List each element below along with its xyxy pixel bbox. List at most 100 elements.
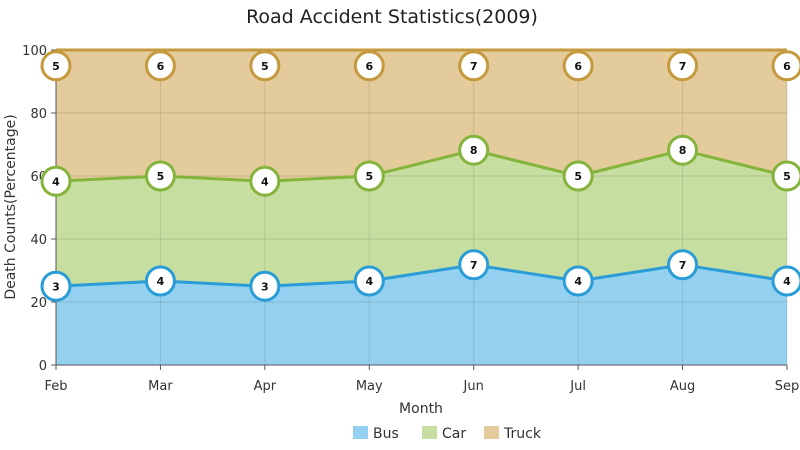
x-tick-label: Sep bbox=[775, 379, 800, 394]
data-label-marker bbox=[771, 160, 800, 192]
data-label-marker bbox=[144, 160, 176, 192]
data-label-marker bbox=[458, 249, 490, 281]
y-axis-title: Death Counts(Percentage) bbox=[3, 114, 19, 299]
legend-swatch bbox=[422, 426, 437, 439]
data-label-car: 4 bbox=[249, 165, 281, 197]
legend-swatch bbox=[484, 426, 499, 439]
data-label-value: 3 bbox=[261, 280, 269, 293]
line-car bbox=[55, 148, 788, 183]
y-tick-label: 0 bbox=[39, 359, 47, 374]
line-bus bbox=[55, 263, 788, 288]
data-label-truck: 6 bbox=[771, 50, 800, 82]
data-label-value: 6 bbox=[574, 60, 582, 73]
data-label-marker bbox=[458, 50, 490, 82]
y-tick-label: 80 bbox=[30, 107, 47, 122]
data-label-value: 5 bbox=[52, 60, 60, 73]
area-truck bbox=[56, 50, 787, 182]
data-label-car: 4 bbox=[40, 165, 72, 197]
data-label-marker bbox=[771, 50, 800, 82]
legend-item-bus: Bus bbox=[353, 426, 399, 442]
data-label-truck: 5 bbox=[40, 50, 72, 82]
data-label-bus: 3 bbox=[249, 270, 281, 302]
data-label-car: 5 bbox=[771, 160, 800, 192]
data-label-car: 5 bbox=[562, 160, 594, 192]
data-label-value: 6 bbox=[783, 60, 791, 73]
data-label-marker bbox=[40, 165, 72, 197]
x-tick-label: Jul bbox=[569, 379, 586, 394]
data-label-marker bbox=[144, 265, 176, 297]
data-label-bus: 7 bbox=[458, 249, 490, 281]
data-label-value: 4 bbox=[574, 275, 582, 288]
data-label-marker bbox=[144, 50, 176, 82]
data-label-value: 4 bbox=[157, 275, 165, 288]
data-label-marker bbox=[667, 50, 699, 82]
data-label-truck: 7 bbox=[458, 50, 490, 82]
x-tick-label: Aug bbox=[670, 379, 695, 394]
data-label-value: 5 bbox=[261, 60, 269, 73]
data-label-bus: 3 bbox=[40, 270, 72, 302]
data-label-car: 8 bbox=[667, 134, 699, 166]
data-label-value: 5 bbox=[157, 170, 165, 183]
data-label-truck: 7 bbox=[667, 50, 699, 82]
data-label-value: 6 bbox=[157, 60, 165, 73]
data-label-bus: 7 bbox=[667, 249, 699, 281]
data-label-value: 7 bbox=[470, 60, 478, 73]
x-tick-label: Mar bbox=[148, 379, 173, 394]
y-tick-label: 40 bbox=[30, 233, 47, 248]
data-label-value: 4 bbox=[52, 175, 60, 188]
data-label-marker bbox=[562, 160, 594, 192]
area-car bbox=[56, 150, 787, 287]
legend-swatch bbox=[353, 426, 368, 439]
data-label-marker bbox=[249, 270, 281, 302]
y-tick-label: 100 bbox=[22, 44, 47, 59]
data-label-value: 5 bbox=[783, 170, 791, 183]
data-label-truck: 6 bbox=[144, 50, 176, 82]
x-tick-label: Jun bbox=[463, 379, 484, 394]
data-label-marker bbox=[771, 265, 800, 297]
data-label-marker bbox=[458, 134, 490, 166]
data-label-car: 5 bbox=[144, 160, 176, 192]
data-label-value: 8 bbox=[470, 144, 478, 157]
data-label-bus: 4 bbox=[562, 265, 594, 297]
area-bus bbox=[56, 264, 787, 365]
data-label-marker bbox=[40, 50, 72, 82]
data-label-marker bbox=[249, 50, 281, 82]
data-label-value: 4 bbox=[261, 175, 269, 188]
data-label-value: 4 bbox=[365, 275, 373, 288]
data-label-marker bbox=[667, 249, 699, 281]
legend-item-car: Car bbox=[422, 426, 466, 442]
data-label-marker bbox=[353, 50, 385, 82]
chart-title: Road Accident Statistics(2009) bbox=[246, 6, 538, 28]
legend-item-truck: Truck bbox=[484, 426, 542, 442]
data-label-value: 5 bbox=[574, 170, 582, 183]
data-label-marker bbox=[667, 134, 699, 166]
data-label-marker bbox=[40, 270, 72, 302]
data-label-value: 6 bbox=[365, 60, 373, 73]
y-tick-label: 20 bbox=[30, 296, 47, 311]
data-label-value: 7 bbox=[679, 60, 687, 73]
data-label-value: 3 bbox=[52, 280, 60, 293]
data-label-car: 5 bbox=[353, 160, 385, 192]
legend-label: Car bbox=[442, 426, 466, 442]
data-label-bus: 4 bbox=[771, 265, 800, 297]
data-label-bus: 4 bbox=[144, 265, 176, 297]
data-label-car: 8 bbox=[458, 134, 490, 166]
x-tick-label: May bbox=[356, 379, 383, 394]
data-label-marker bbox=[562, 50, 594, 82]
legend-label: Truck bbox=[503, 426, 542, 442]
data-label-value: 5 bbox=[365, 170, 373, 183]
data-label-bus: 4 bbox=[353, 265, 385, 297]
data-label-truck: 6 bbox=[353, 50, 385, 82]
legend: Bus Car Truck bbox=[353, 426, 542, 442]
data-label-value: 4 bbox=[783, 275, 791, 288]
data-label-value: 7 bbox=[470, 259, 478, 272]
data-label-truck: 6 bbox=[562, 50, 594, 82]
legend-label: Bus bbox=[373, 426, 399, 442]
data-label-value: 7 bbox=[679, 259, 687, 272]
x-axis-title: Month bbox=[399, 401, 443, 417]
x-tick-label: Feb bbox=[44, 379, 67, 394]
x-tick-label: Apr bbox=[254, 379, 277, 394]
data-label-marker bbox=[562, 265, 594, 297]
